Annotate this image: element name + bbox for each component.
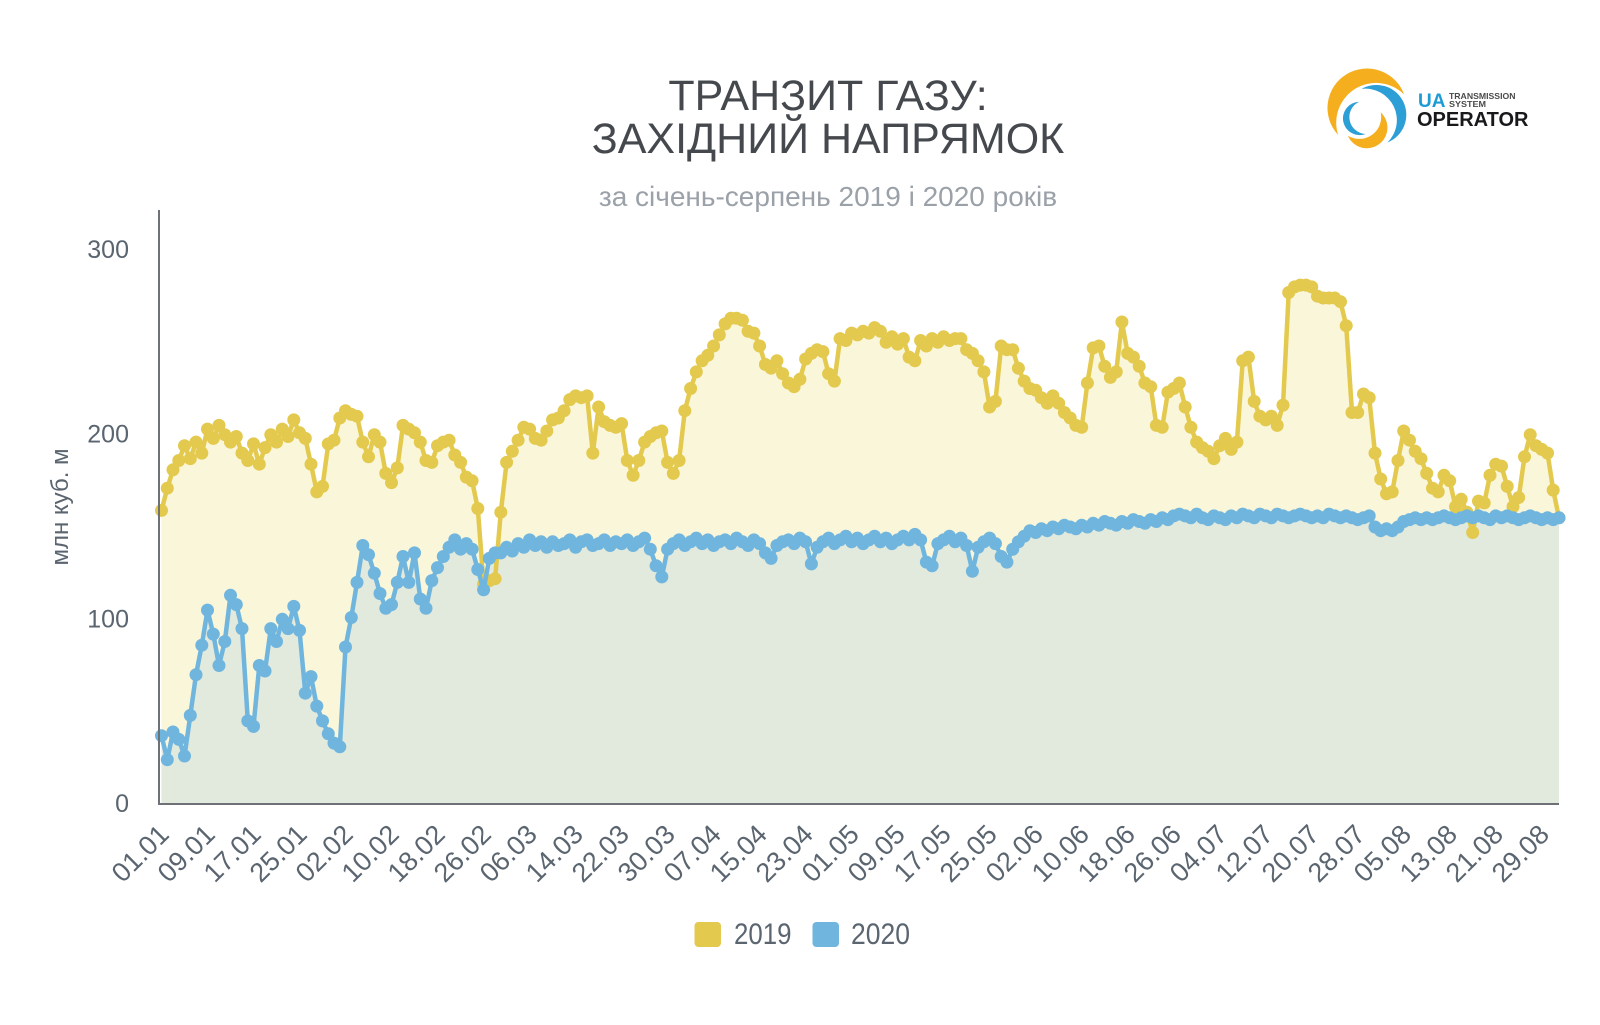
svg-text:SYSTEM: SYSTEM [1449,99,1486,109]
svg-text:TRANSMISSION: TRANSMISSION [1449,91,1516,101]
svg-text:UA: UA [1418,91,1446,112]
svg-text:2020: 2020 [851,918,910,951]
svg-text:за січень-серпень 2019 і 2020: за січень-серпень 2019 і 2020 років [599,181,1057,212]
svg-text:300: 300 [87,236,129,264]
svg-text:100: 100 [87,605,129,633]
svg-text:млн куб. м: млн куб. м [47,448,74,565]
svg-text:OPERATOR: OPERATOR [1417,108,1529,131]
svg-text:200: 200 [87,421,129,449]
svg-text:2019: 2019 [734,918,792,951]
svg-text:0: 0 [115,790,129,818]
svg-text:ЗАХІДНИЙ НАПРЯМОК: ЗАХІДНИЙ НАПРЯМОК [592,114,1064,163]
svg-text:ТРАНЗИТ ГАЗУ:: ТРАНЗИТ ГАЗУ: [668,72,987,120]
